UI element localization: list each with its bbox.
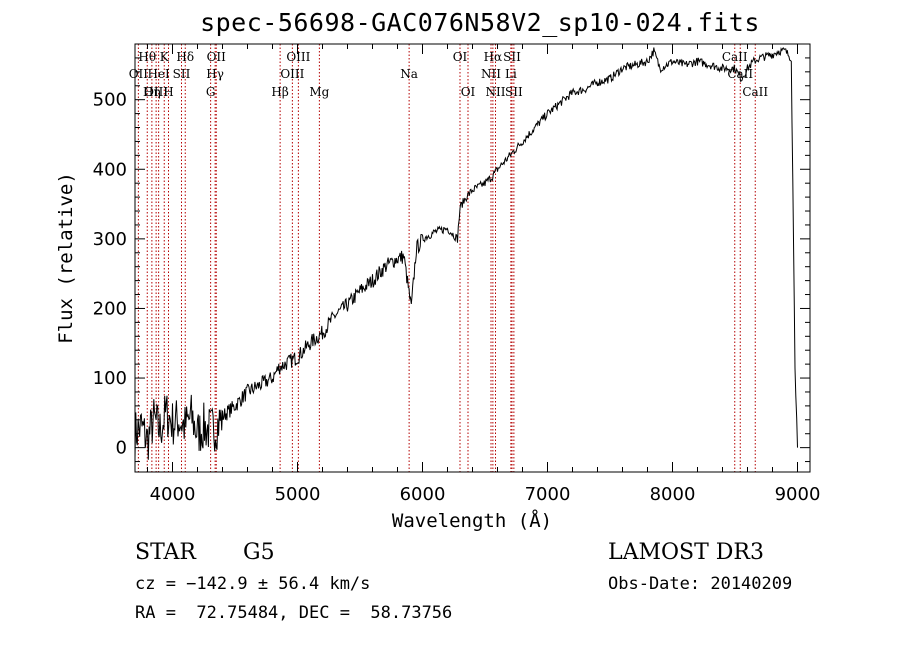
x-tick-label: 7000 (525, 484, 571, 505)
line-marker-label: Mg (309, 85, 329, 99)
observation-date: Obs-Date: 20140209 (608, 574, 793, 594)
y-tick-label: 300 (93, 229, 127, 250)
spectrum-line (134, 46, 798, 460)
y-tick-label: 500 (93, 90, 127, 111)
line-marker-label: OIII (144, 85, 168, 99)
line-marker-label: Hα (484, 50, 503, 64)
line-marker-label: Hγ (206, 67, 224, 81)
x-axis-title: Wavelength (Å) (392, 509, 552, 532)
y-tick-label: 200 (93, 298, 127, 319)
x-axis-ticks: 4000 5000 6000 7000 8000 9000 (147, 44, 821, 505)
line-markers (137, 44, 756, 472)
sky-coordinates: RA = 72.75484, DEC = 58.73756 (135, 603, 453, 623)
x-tick-label: 5000 (275, 484, 321, 505)
y-tick-label: 400 (93, 159, 127, 180)
line-marker-label: Na (400, 67, 418, 81)
line-marker-label: OII (129, 67, 149, 81)
line-marker-label: SII (173, 67, 191, 81)
y-axis-title: Flux (relative) (55, 172, 77, 344)
line-marker-label: Hθ (138, 50, 156, 64)
line-marker-label: Hδ (176, 50, 194, 64)
line-marker-label: CaII (722, 50, 748, 64)
line-marker-label: OI (453, 50, 468, 64)
line-marker-label: H (163, 85, 173, 99)
y-tick-label: 0 (116, 438, 127, 459)
object-class: STAR (135, 540, 196, 565)
line-marker-label: HeI (147, 67, 170, 81)
line-marker-label: Li (505, 67, 517, 81)
line-marker-label: CaII (742, 85, 768, 99)
x-tick-label: 4000 (150, 484, 196, 505)
line-marker-label: OI (461, 85, 476, 99)
y-axis-ticks: 0 100 200 300 400 500 (93, 57, 810, 463)
line-marker-label: SII (503, 50, 521, 64)
survey-name: LAMOST DR3 (608, 540, 764, 565)
line-marker-label: G (206, 85, 216, 99)
line-marker-label: NII (481, 67, 501, 81)
object-subclass: G5 (243, 540, 275, 565)
x-tick-label: 9000 (775, 484, 821, 505)
x-tick-label: 6000 (400, 484, 446, 505)
line-marker-label: CaII (727, 67, 753, 81)
line-marker-label: Hβ (271, 85, 288, 99)
redshift-velocity: cz = −142.9 ± 56.4 km/s (135, 574, 371, 594)
line-marker-label: NII (486, 85, 506, 99)
line-marker-label: Hη (143, 85, 161, 99)
y-tick-label: 100 (93, 368, 127, 389)
line-marker-label: SII (505, 85, 523, 99)
chart-title: spec-56698-GAC076N58V2_sp10-024.fits (200, 8, 760, 37)
line-marker-label: OIII (280, 67, 304, 81)
line-marker-label: OIII (286, 50, 310, 64)
line-marker-label: OII (207, 50, 227, 64)
spectrum-plot: 4000 5000 6000 7000 8000 9000 0 100 200 300 400 50… (55, 43, 821, 532)
line-marker-label: K (160, 50, 170, 64)
x-tick-label: 8000 (650, 484, 696, 505)
